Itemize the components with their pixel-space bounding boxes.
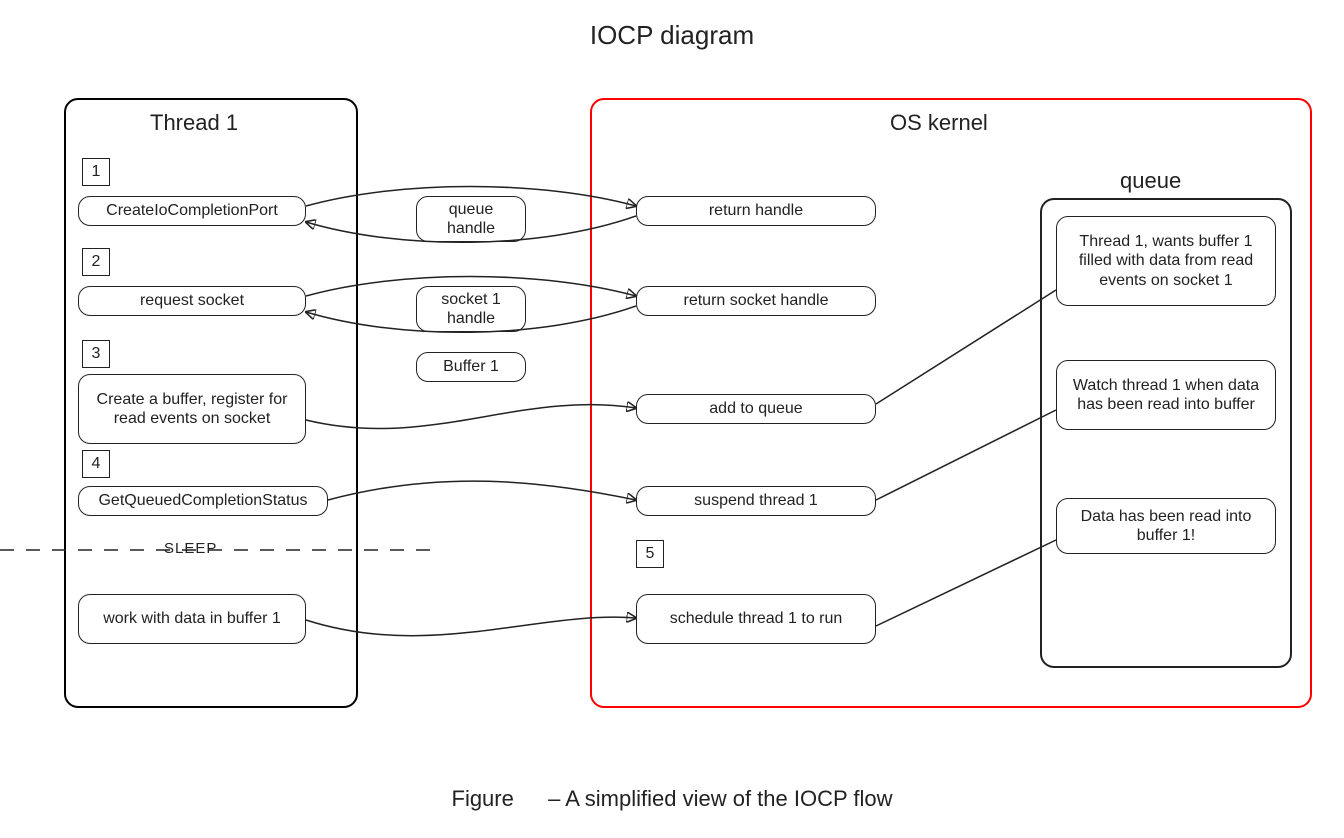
node-queue-entry-2: Watch thread 1 when data has been read i… — [1056, 360, 1276, 430]
step-number: 1 — [82, 158, 110, 186]
node-create-io-completion-port: CreateIoCompletionPort — [78, 196, 306, 226]
panel-label-kernel: OS kernel — [890, 110, 988, 136]
node-buffer-1-label: Buffer 1 — [416, 352, 526, 382]
step-number: 4 — [82, 450, 110, 478]
node-get-queued-completion-status: GetQueuedCompletionStatus — [78, 486, 328, 516]
node-queue-handle-label: queue handle — [416, 196, 526, 242]
node-queue-entry-3: Data has been read into buffer 1! — [1056, 498, 1276, 554]
figure-caption: Figure – A simplified view of the IOCP f… — [0, 786, 1344, 812]
panel-label-queue: queue — [1120, 168, 1181, 194]
sleep-divider-label: SLEEP — [160, 540, 221, 557]
node-suspend-thread: suspend thread 1 — [636, 486, 876, 516]
node-request-socket: request socket — [78, 286, 306, 316]
panel-label-thread: Thread 1 — [150, 110, 238, 136]
node-return-handle: return handle — [636, 196, 876, 226]
node-schedule-thread: schedule thread 1 to run — [636, 594, 876, 644]
step-number: 2 — [82, 248, 110, 276]
node-socket-handle-label: socket 1 handle — [416, 286, 526, 332]
node-work-with-data: work with data in buffer 1 — [78, 594, 306, 644]
node-create-buffer: Create a buffer, register for read event… — [78, 374, 306, 444]
step-number: 3 — [82, 340, 110, 368]
node-return-socket-handle: return socket handle — [636, 286, 876, 316]
node-add-to-queue: add to queue — [636, 394, 876, 424]
node-queue-entry-1: Thread 1, wants buffer 1 filled with dat… — [1056, 216, 1276, 306]
diagram-title: IOCP diagram — [0, 20, 1344, 51]
step-number: 5 — [636, 540, 664, 568]
